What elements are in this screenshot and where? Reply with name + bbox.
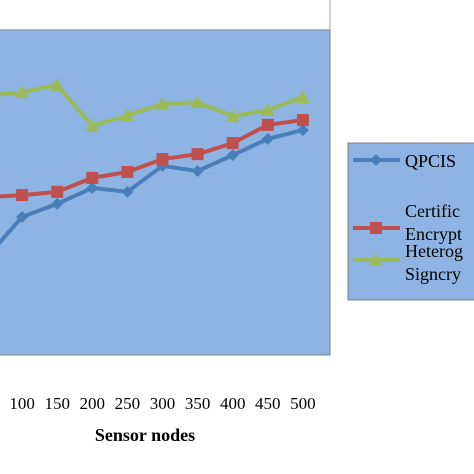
point-marker xyxy=(50,77,65,91)
point-marker xyxy=(190,95,205,109)
legend-label: QPCIS xyxy=(405,151,457,171)
x-axis-label: Sensor nodes xyxy=(95,425,195,445)
legend-box xyxy=(347,142,474,301)
x-tick-label: 100 xyxy=(9,394,35,413)
point-marker xyxy=(51,197,64,210)
x-tick-label: 500 xyxy=(290,394,316,413)
legend-marker xyxy=(369,253,383,266)
point-marker xyxy=(156,153,169,166)
x-tick-label: 400 xyxy=(220,394,246,413)
point-marker xyxy=(15,85,30,99)
x-tick-label: 300 xyxy=(150,394,176,413)
x-tick-label: 250 xyxy=(115,394,141,413)
point-marker xyxy=(369,253,383,266)
point-marker xyxy=(191,165,204,178)
point-marker xyxy=(16,210,29,223)
point-marker xyxy=(121,185,134,198)
point-marker xyxy=(85,118,100,132)
legend-label: Heterog Signcry xyxy=(405,241,463,284)
point-marker xyxy=(261,132,274,145)
point-marker xyxy=(295,89,310,103)
point-marker xyxy=(226,149,239,162)
point-marker xyxy=(121,166,134,179)
x-tick-label: 150 xyxy=(44,394,70,413)
point-marker xyxy=(370,154,382,166)
series-line xyxy=(0,118,304,199)
point-marker xyxy=(225,109,240,123)
point-marker xyxy=(296,114,309,127)
point-marker xyxy=(155,97,170,111)
x-tick-label: 450 xyxy=(255,394,281,413)
point-marker xyxy=(16,189,29,202)
legend-marker xyxy=(370,222,382,234)
point-marker xyxy=(86,181,99,194)
x-tick-label: 200 xyxy=(80,394,106,413)
legend-marker xyxy=(370,154,382,166)
point-marker xyxy=(226,137,239,150)
point-marker xyxy=(86,171,99,184)
series-line xyxy=(0,128,304,246)
point-marker xyxy=(296,124,309,137)
x-tick-label: 350 xyxy=(185,394,211,413)
point-marker xyxy=(51,185,64,198)
point-marker xyxy=(260,102,275,116)
point-marker xyxy=(191,148,204,161)
point-marker xyxy=(261,118,274,131)
point-marker xyxy=(370,222,382,234)
legend-label: Certific Encrypt xyxy=(405,201,462,244)
point-marker xyxy=(120,108,135,122)
series-line xyxy=(0,82,304,129)
